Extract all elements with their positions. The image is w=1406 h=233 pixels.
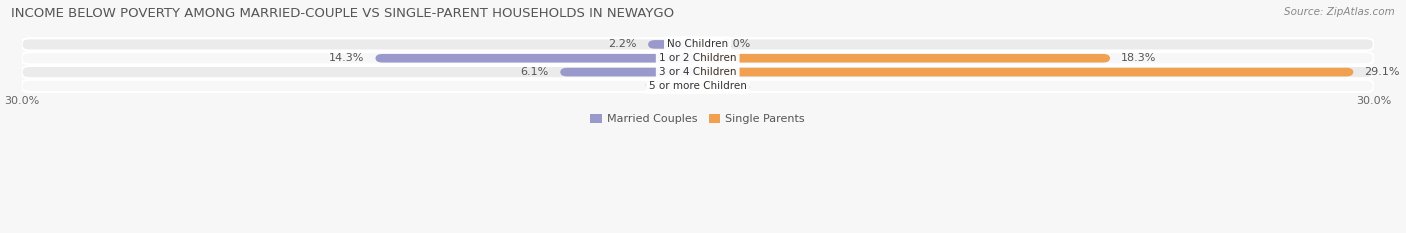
- FancyBboxPatch shape: [685, 82, 697, 90]
- FancyBboxPatch shape: [21, 66, 1374, 78]
- FancyBboxPatch shape: [697, 54, 1109, 62]
- Legend: Married Couples, Single Parents: Married Couples, Single Parents: [586, 110, 810, 129]
- Text: No Children: No Children: [666, 39, 728, 49]
- Text: 3 or 4 Children: 3 or 4 Children: [659, 67, 737, 77]
- FancyBboxPatch shape: [697, 40, 711, 49]
- Text: 0.0%: 0.0%: [723, 81, 751, 91]
- Text: Source: ZipAtlas.com: Source: ZipAtlas.com: [1284, 7, 1395, 17]
- Text: 1 or 2 Children: 1 or 2 Children: [659, 53, 737, 63]
- FancyBboxPatch shape: [375, 54, 697, 62]
- FancyBboxPatch shape: [697, 82, 711, 90]
- Text: 0.0%: 0.0%: [723, 39, 751, 49]
- Text: 29.1%: 29.1%: [1365, 67, 1400, 77]
- FancyBboxPatch shape: [648, 40, 697, 49]
- Text: INCOME BELOW POVERTY AMONG MARRIED-COUPLE VS SINGLE-PARENT HOUSEHOLDS IN NEWAYGO: INCOME BELOW POVERTY AMONG MARRIED-COUPL…: [11, 7, 675, 20]
- Text: 6.1%: 6.1%: [520, 67, 548, 77]
- FancyBboxPatch shape: [21, 52, 1374, 64]
- FancyBboxPatch shape: [21, 80, 1374, 92]
- FancyBboxPatch shape: [560, 68, 697, 76]
- Text: 18.3%: 18.3%: [1121, 53, 1157, 63]
- Text: 2.2%: 2.2%: [609, 39, 637, 49]
- Text: 14.3%: 14.3%: [329, 53, 364, 63]
- Text: 0.0%: 0.0%: [645, 81, 673, 91]
- FancyBboxPatch shape: [21, 38, 1374, 51]
- Text: 5 or more Children: 5 or more Children: [648, 81, 747, 91]
- FancyBboxPatch shape: [697, 68, 1354, 76]
